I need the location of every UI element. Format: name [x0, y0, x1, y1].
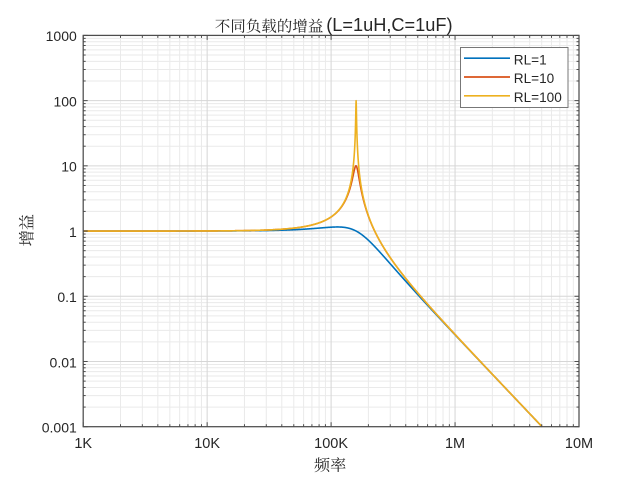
svg-text:100K: 100K: [314, 436, 348, 452]
svg-text:10K: 10K: [194, 436, 220, 452]
svg-text:1000: 1000: [46, 28, 77, 44]
svg-text:10M: 10M: [565, 436, 593, 452]
svg-text:0.001: 0.001: [42, 420, 77, 436]
svg-text:10: 10: [61, 159, 77, 175]
svg-text:1: 1: [69, 224, 77, 240]
svg-text:(L=1uH,C=1uF): (L=1uH,C=1uF): [326, 15, 452, 35]
svg-text:RL=100: RL=100: [514, 90, 562, 105]
svg-text:RL=10: RL=10: [514, 71, 555, 86]
svg-text:100: 100: [53, 93, 77, 109]
svg-text:0.1: 0.1: [57, 289, 77, 305]
svg-text:RL=1: RL=1: [514, 52, 547, 67]
svg-text:1M: 1M: [445, 436, 465, 452]
svg-text:1K: 1K: [74, 436, 92, 452]
svg-text:0.01: 0.01: [50, 354, 77, 370]
